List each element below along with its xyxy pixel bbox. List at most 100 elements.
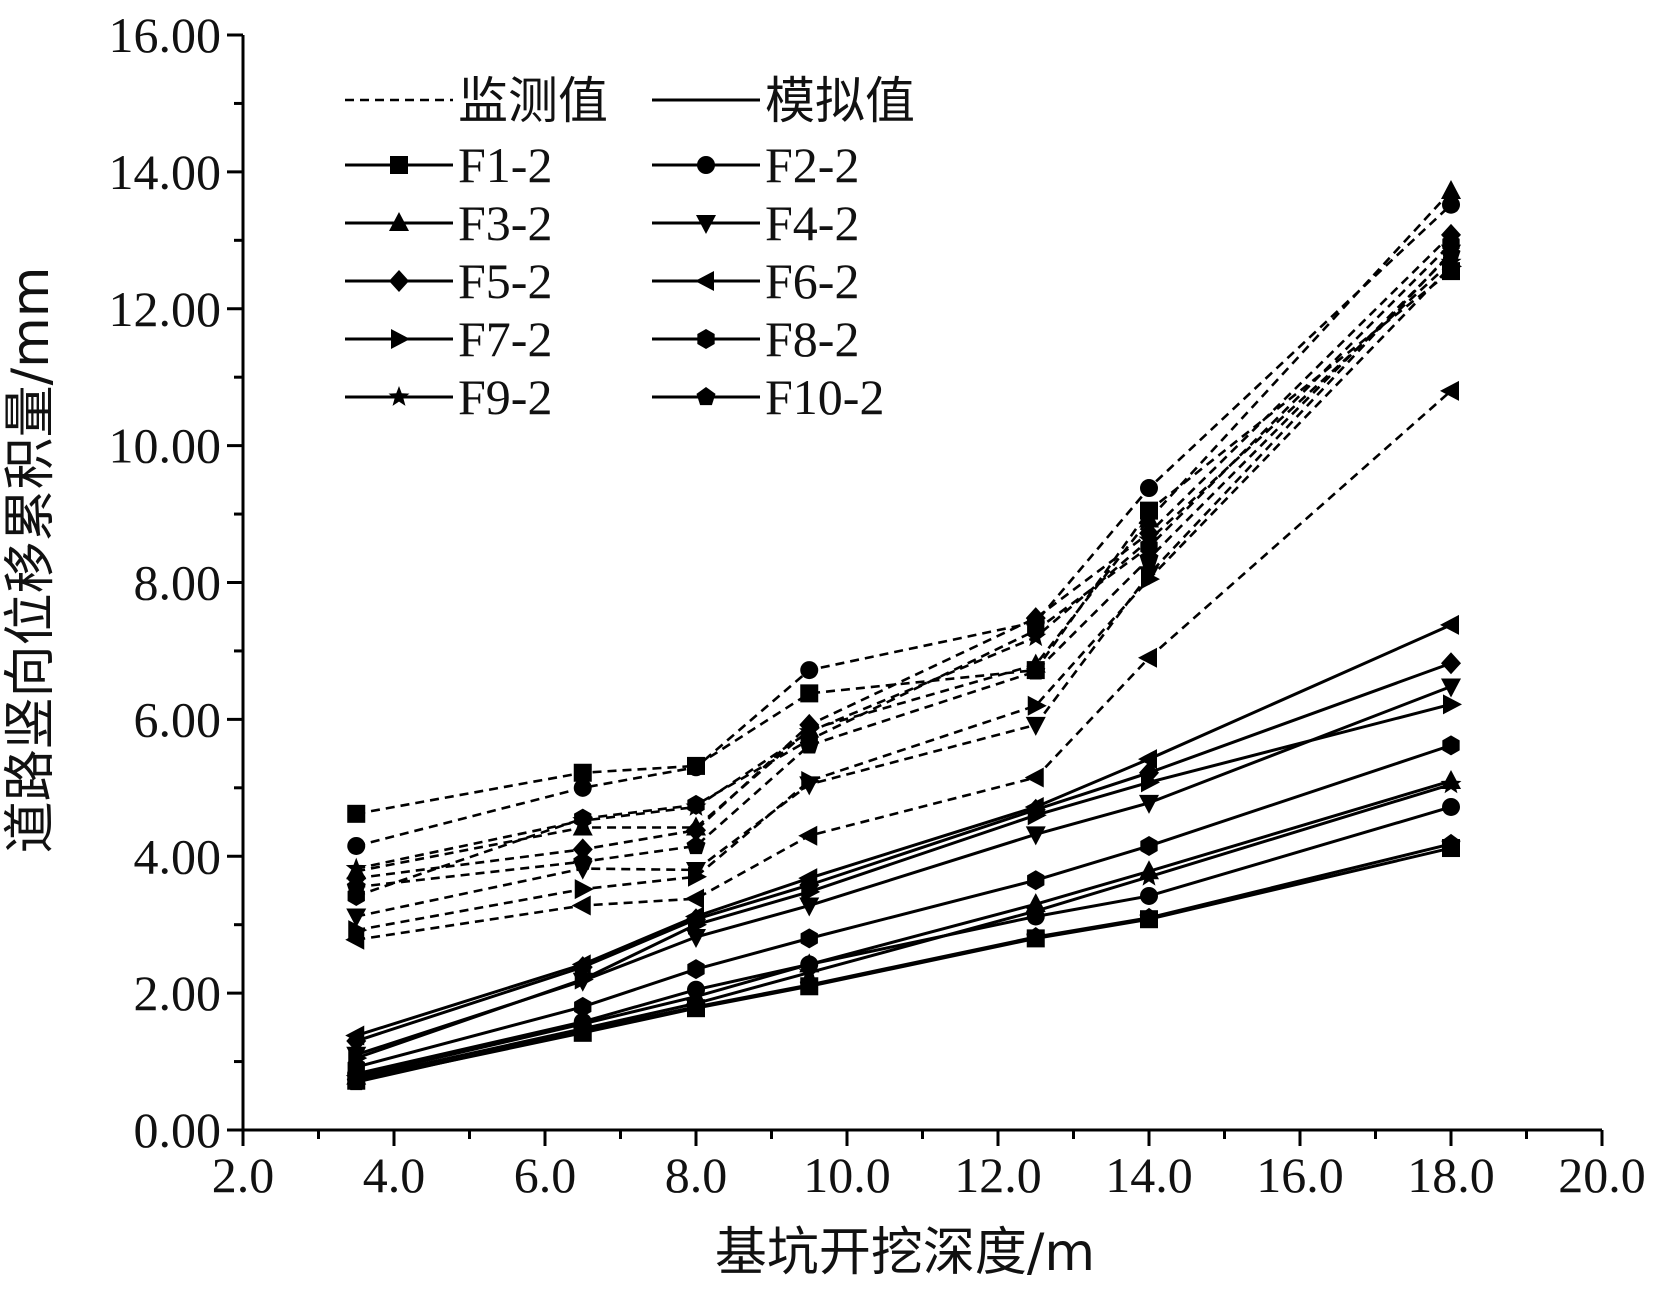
legend-simulated-label: 模拟值 <box>765 72 915 130</box>
marker-f9-2-monitored <box>685 795 707 816</box>
marker-f10-2-simulated <box>686 996 706 1015</box>
legend-item-f4-2: F4-2 <box>652 195 859 251</box>
legend-item-marker <box>391 329 410 349</box>
x-axis-title: 基坑开挖深度/m <box>715 1223 1095 1283</box>
marker-f6-2-simulated <box>798 868 818 889</box>
line-f10-2-simulated <box>355 842 1452 1084</box>
marker-f3-2-monitored <box>1139 508 1159 528</box>
legend-item-f2-2: F2-2 <box>652 137 859 193</box>
y-tick-label: 2.00 <box>134 965 222 1021</box>
legend-item-f7-2: F7-2 <box>345 311 552 367</box>
marker-f5-2-monitored <box>686 819 706 842</box>
legend-item-f3-2: F3-2 <box>345 195 552 251</box>
marker-f6-2-monitored <box>798 825 818 846</box>
marker-f4-2-simulated <box>1441 678 1461 698</box>
marker-f7-2-simulated <box>574 969 594 990</box>
marker-f6-2-simulated <box>571 954 591 975</box>
legend-item-marker <box>389 270 409 292</box>
marker-f10-2-monitored <box>346 877 366 896</box>
marker-f2-2-monitored <box>687 758 705 777</box>
marker-f1-2-monitored <box>347 804 366 823</box>
y-tick-label: 10.00 <box>109 418 222 474</box>
marker-f5-2-simulated <box>1441 652 1461 675</box>
line-f8-2-simulated <box>355 743 1452 1069</box>
legend-item-f6-2: F6-2 <box>652 253 859 309</box>
legend-item-label: F7-2 <box>458 311 552 367</box>
legend-item-label: F8-2 <box>765 311 859 367</box>
marker-f6-2-simulated <box>345 1025 365 1046</box>
x-tick-label: 18.0 <box>1407 1147 1495 1203</box>
y-tick-label: 6.00 <box>134 691 222 747</box>
marker-f1-2-monitored <box>573 763 592 782</box>
marker-f7-2-monitored <box>574 879 594 900</box>
marker-f6-2-monitored <box>1138 647 1157 668</box>
marker-f10-2-monitored <box>799 735 819 754</box>
marker-f9-2-monitored <box>345 857 367 878</box>
marker-f6-2-monitored <box>571 895 591 916</box>
x-tick-label: 14.0 <box>1105 1147 1193 1203</box>
marker-f10-2-monitored <box>1026 661 1046 680</box>
marker-f7-2-monitored <box>688 866 707 887</box>
marker-f4-2-monitored <box>1025 716 1046 736</box>
x-tick-label: 6.0 <box>514 1147 577 1203</box>
marker-f8-2-simulated <box>1027 870 1045 891</box>
marker-f4-2-simulated <box>799 897 820 917</box>
legend-item-marker <box>389 212 409 231</box>
legend-item-label: F1-2 <box>458 137 552 193</box>
marker-f9-2-monitored <box>572 809 594 830</box>
legend-item-label: F6-2 <box>765 253 859 309</box>
marker-f6-2-simulated <box>1138 749 1157 770</box>
marker-f6-2-monitored <box>685 888 704 909</box>
legend-item-label: F4-2 <box>765 195 859 251</box>
marker-f9-2-simulated <box>798 961 820 982</box>
marker-f6-2-monitored <box>1024 767 1044 788</box>
y-tick-label: 0.00 <box>134 1102 222 1158</box>
marker-f7-2-simulated <box>1443 694 1462 715</box>
marker-f9-2-simulated <box>1138 865 1160 886</box>
marker-f9-2-monitored <box>1138 529 1160 549</box>
marker-f6-2-monitored <box>1440 380 1459 401</box>
axes: 2.0 4.0 6.0 8.0 10.0 12.0 14.0 16.0 18.0 20.0 0.00… <box>109 7 1646 1203</box>
marker-f10-2-simulated <box>573 1020 593 1039</box>
y-tick-label: 14.00 <box>109 144 222 200</box>
legend-item-marker <box>695 271 714 291</box>
marker-f6-2-monitored <box>345 929 365 950</box>
monitored-series-group <box>345 180 1462 950</box>
legend-item-f10-2: F10-2 <box>652 369 884 425</box>
legend-item-marker <box>697 156 715 174</box>
legend-item-marker <box>390 156 408 174</box>
marker-f8-2-simulated <box>1140 835 1158 856</box>
marker-f8-2-simulated <box>347 1057 365 1078</box>
marker-f9-2-simulated <box>1025 900 1047 920</box>
legend-item-f9-2: F9-2 <box>345 369 552 425</box>
y-axis-title: 道路竖向位移累积量/mm <box>1 267 61 854</box>
series-f4-2-simulated <box>346 678 1461 1066</box>
marker-f8-2-simulated <box>1442 735 1460 756</box>
line-f4-2-simulated <box>355 685 1452 1057</box>
marker-f2-2-simulated <box>1442 797 1460 816</box>
marker-f10-2-monitored <box>1441 244 1461 263</box>
marker-f10-2-simulated <box>799 974 819 994</box>
marker-f7-2-monitored <box>1141 569 1160 590</box>
series-f10-2-monitored <box>346 244 1461 896</box>
marker-f10-2-monitored <box>1139 548 1159 567</box>
marker-f10-2-simulated <box>1026 927 1046 946</box>
series-f6-2-simulated <box>345 614 1459 1046</box>
legend-item-f1-2: F1-2 <box>345 137 552 193</box>
simulated-series-group <box>345 614 1462 1091</box>
series-f7-2-monitored <box>348 256 1462 941</box>
legend-item-label: F10-2 <box>765 369 884 425</box>
marker-f9-2-monitored <box>1025 626 1047 647</box>
marker-f2-2-monitored <box>573 778 592 797</box>
series-f6-2-monitored <box>345 380 1459 950</box>
marker-f7-2-monitored <box>801 770 821 791</box>
marker-f10-2-monitored <box>686 835 706 855</box>
marker-f2-2-simulated <box>1140 886 1158 905</box>
marker-f8-2-simulated <box>800 928 818 949</box>
marker-f2-2-monitored <box>800 661 819 680</box>
marker-f10-2-simulated <box>1441 833 1461 853</box>
marker-f6-2-simulated <box>1440 614 1459 635</box>
marker-f8-2-simulated <box>574 996 592 1017</box>
marker-f10-2-simulated <box>1139 907 1159 926</box>
